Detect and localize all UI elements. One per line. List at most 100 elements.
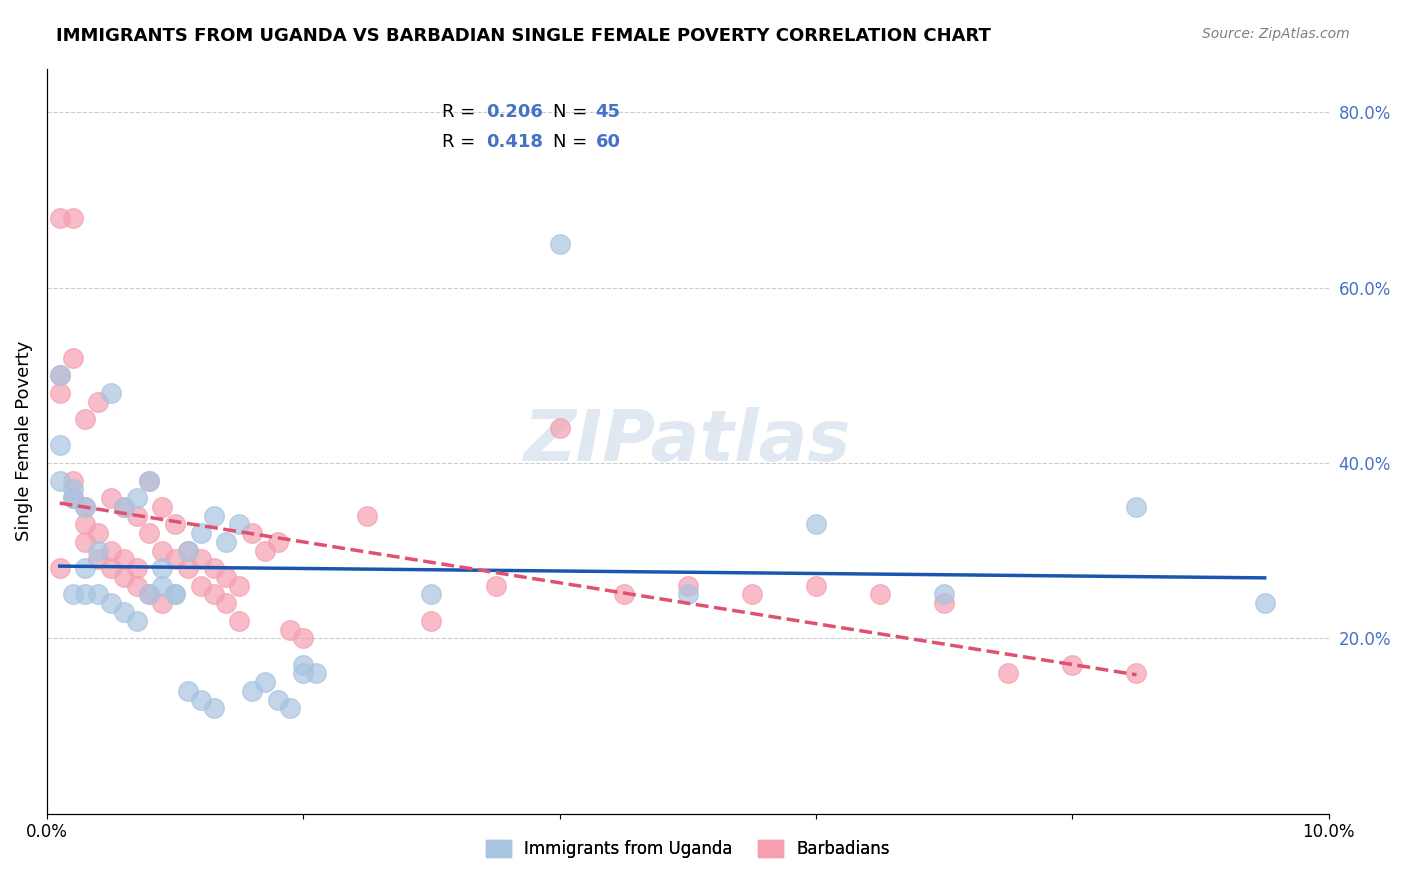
Point — [125, 508, 148, 523]
Point — [1125, 500, 1147, 514]
Point — [62, 351, 84, 365]
Point — [190, 552, 212, 566]
Point — [150, 579, 173, 593]
Point — [100, 543, 122, 558]
Point — [804, 579, 827, 593]
Point — [87, 587, 110, 601]
Point — [228, 614, 250, 628]
Point — [292, 632, 315, 646]
Point — [420, 587, 443, 601]
Point — [934, 596, 956, 610]
Point — [676, 579, 699, 593]
Point — [177, 543, 200, 558]
Point — [62, 211, 84, 225]
Point — [869, 587, 891, 601]
Point — [280, 701, 302, 715]
Point — [112, 570, 135, 584]
Legend: Immigrants from Uganda, Barbadians: Immigrants from Uganda, Barbadians — [479, 833, 897, 865]
Point — [253, 543, 276, 558]
Point — [75, 517, 97, 532]
Point — [112, 500, 135, 514]
Point — [253, 675, 276, 690]
Point — [240, 526, 263, 541]
Point — [100, 491, 122, 505]
Point — [62, 491, 84, 505]
Point — [202, 508, 225, 523]
Point — [87, 526, 110, 541]
Point — [75, 500, 97, 514]
Text: 60: 60 — [596, 133, 620, 151]
Point — [165, 587, 187, 601]
Point — [75, 412, 97, 426]
Point — [75, 561, 97, 575]
Point — [190, 692, 212, 706]
Point — [125, 491, 148, 505]
Point — [190, 526, 212, 541]
Point — [741, 587, 763, 601]
Point — [804, 517, 827, 532]
Point — [165, 552, 187, 566]
Text: R =: R = — [441, 103, 481, 121]
Point — [138, 474, 160, 488]
Point — [75, 587, 97, 601]
Text: Source: ZipAtlas.com: Source: ZipAtlas.com — [1202, 27, 1350, 41]
Point — [75, 534, 97, 549]
Point — [280, 623, 302, 637]
Point — [48, 211, 70, 225]
Point — [62, 587, 84, 601]
Point — [150, 561, 173, 575]
Point — [292, 666, 315, 681]
Point — [48, 474, 70, 488]
Point — [420, 614, 443, 628]
Point — [292, 657, 315, 672]
Point — [125, 579, 148, 593]
Point — [240, 684, 263, 698]
Point — [548, 236, 571, 251]
Point — [150, 596, 173, 610]
Point — [150, 500, 173, 514]
Point — [138, 526, 160, 541]
Text: N =: N = — [553, 133, 593, 151]
Point — [1253, 596, 1275, 610]
Point — [177, 561, 200, 575]
Point — [202, 587, 225, 601]
Point — [266, 692, 288, 706]
Point — [1125, 666, 1147, 681]
Point — [934, 587, 956, 601]
Point — [165, 517, 187, 532]
Point — [613, 587, 636, 601]
Text: IMMIGRANTS FROM UGANDA VS BARBADIAN SINGLE FEMALE POVERTY CORRELATION CHART: IMMIGRANTS FROM UGANDA VS BARBADIAN SING… — [56, 27, 991, 45]
Point — [87, 394, 110, 409]
Point — [484, 579, 506, 593]
Point — [75, 500, 97, 514]
Point — [125, 561, 148, 575]
Text: ZIPatlas: ZIPatlas — [524, 407, 852, 475]
Point — [150, 543, 173, 558]
Point — [62, 491, 84, 505]
Point — [48, 368, 70, 383]
Point — [100, 561, 122, 575]
Point — [676, 587, 699, 601]
Point — [112, 605, 135, 619]
Y-axis label: Single Female Poverty: Single Female Poverty — [15, 341, 32, 541]
Point — [266, 534, 288, 549]
Point — [1062, 657, 1084, 672]
Point — [138, 587, 160, 601]
Text: N =: N = — [553, 103, 593, 121]
Point — [100, 596, 122, 610]
Point — [215, 570, 238, 584]
Point — [125, 614, 148, 628]
Point — [62, 483, 84, 497]
Point — [997, 666, 1019, 681]
Point — [215, 596, 238, 610]
Point — [112, 500, 135, 514]
Point — [48, 561, 70, 575]
Point — [87, 543, 110, 558]
Point — [548, 421, 571, 435]
Point — [202, 701, 225, 715]
Point — [48, 385, 70, 400]
Point — [202, 561, 225, 575]
Point — [190, 579, 212, 593]
Text: R =: R = — [441, 133, 481, 151]
Point — [215, 534, 238, 549]
